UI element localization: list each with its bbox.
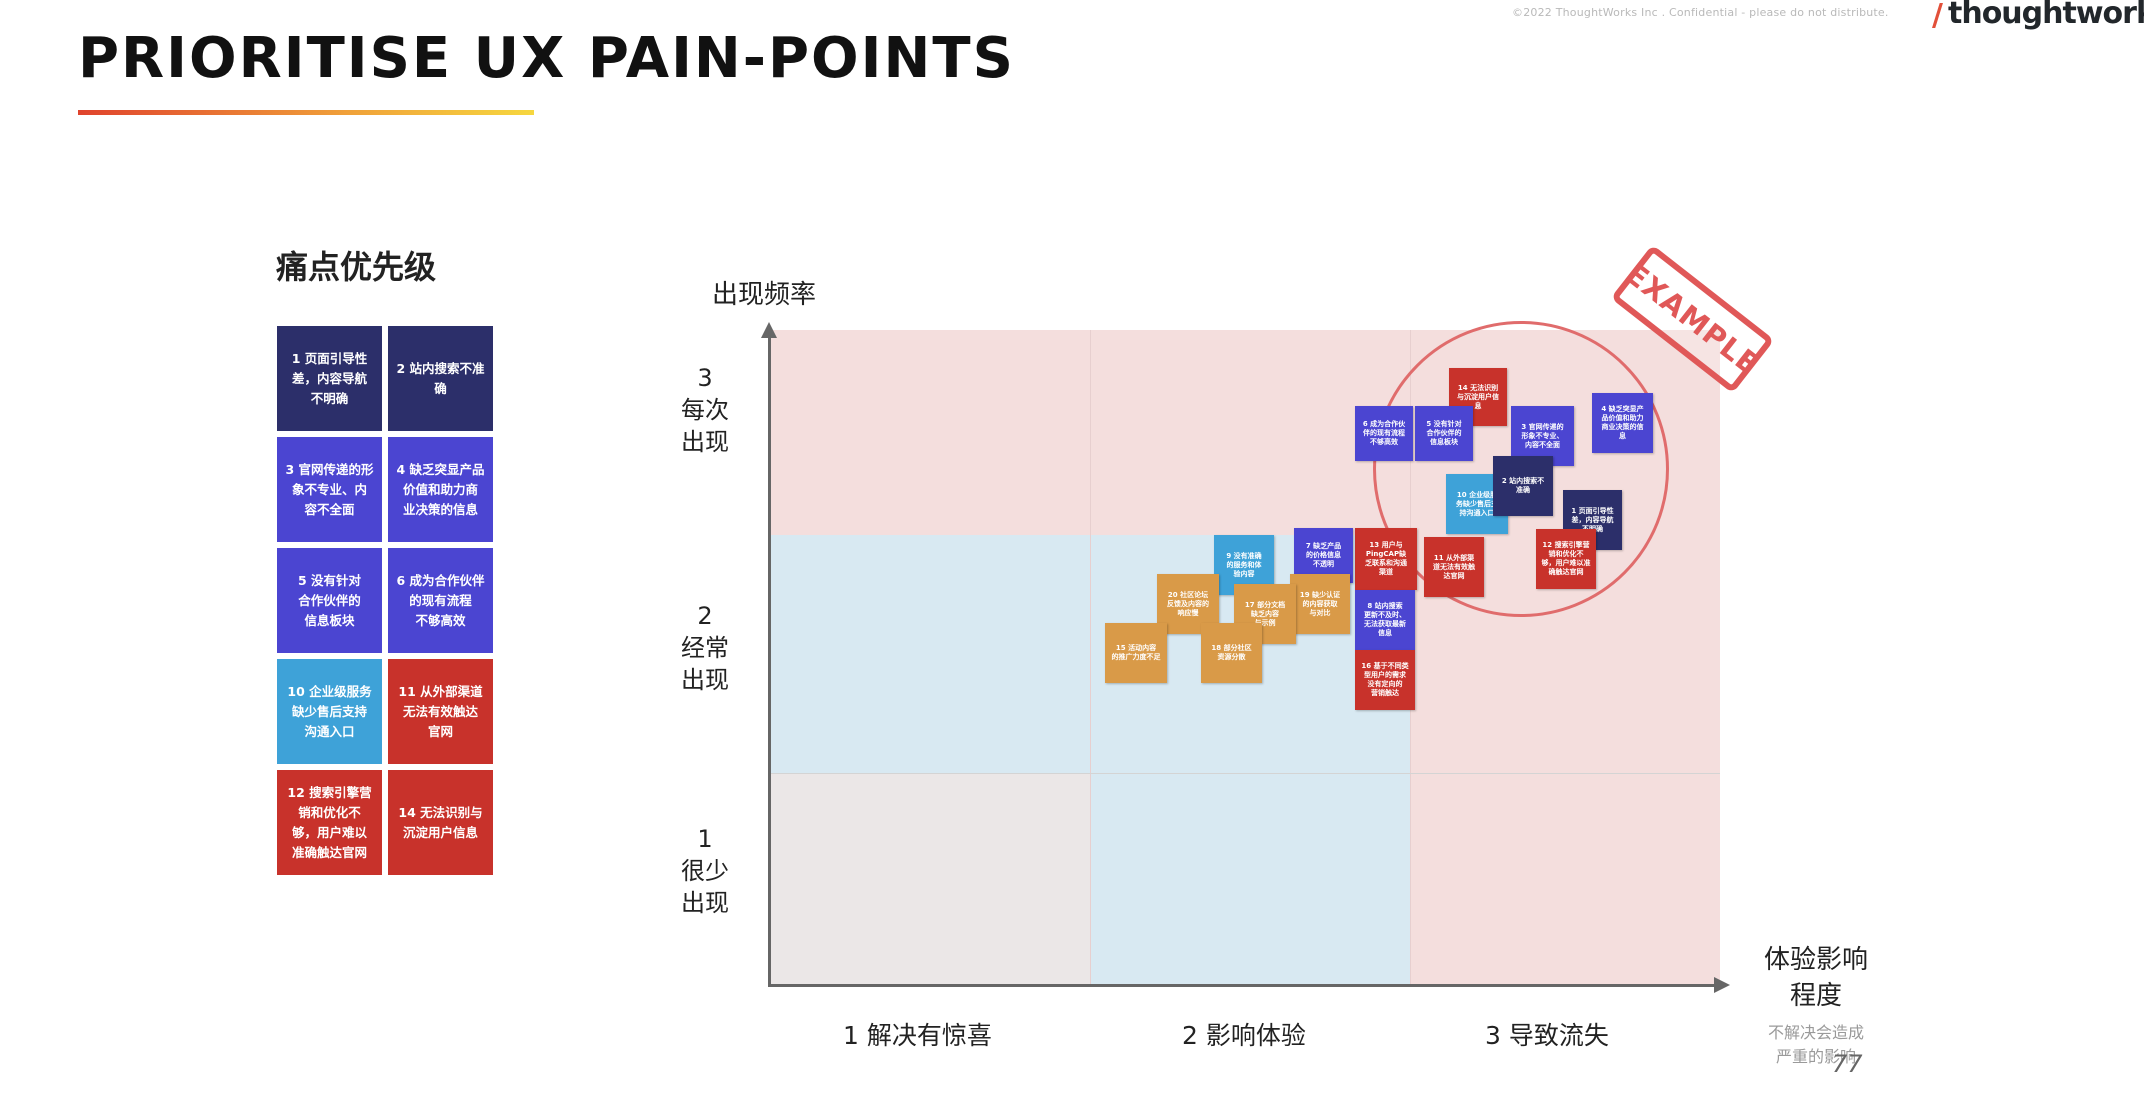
pain-point-note-text: 1 页面引导性 差，内容导航 不明确 <box>1571 506 1614 533</box>
title-underline <box>78 110 534 115</box>
legend-card: 2 站内搜索不准 确 <box>388 326 493 431</box>
pain-point-note-text: 20 社区论坛 反馈及内容的 响应慢 <box>1167 590 1209 617</box>
priority-highlight-circle <box>1373 321 1669 617</box>
pain-point-note: 13 用户与 PingCAP缺 乏联系和沟通 渠道 <box>1355 528 1417 590</box>
pain-point-note-text: 12 搜索引擎营 销和优化不 够，用户难以准 确触达官网 <box>1541 541 1591 576</box>
pain-point-note-text: 14 无法识别 与沉淀用户信 息 <box>1457 383 1499 410</box>
zone-low-frequency-high-impact <box>1410 773 1720 985</box>
y-level-3: 3 每次 出现 <box>681 364 729 456</box>
pain-point-note: 2 站内搜索不 准确 <box>1493 456 1553 516</box>
brand-logo-slash: / <box>1932 0 1943 33</box>
x-axis-arrow-icon <box>1714 977 1730 993</box>
pain-point-note-text: 17 部分文档 缺乏内容 与示例 <box>1244 600 1286 627</box>
legend-card: 11 从外部渠道 无法有效触达 官网 <box>388 659 493 764</box>
pain-point-note-text: 2 站内搜索不 准确 <box>1501 477 1545 494</box>
pain-point-note-text: 3 官网传递的 形象不专业、 内容不全面 <box>1521 422 1564 449</box>
pain-point-note-text: 11 从外部渠 道无法有效触 达官网 <box>1433 553 1475 580</box>
pain-point-note: 11 从外部渠 道无法有效触 达官网 <box>1424 537 1484 597</box>
page-title: PRIORITISE UX PAIN-POINTS <box>78 26 1015 91</box>
grid-line-vertical-1 <box>1090 330 1091 985</box>
x-axis-subtitle: 不解决会造成 严重的影响 <box>1767 1023 1864 1066</box>
page-number: 77 <box>1832 1050 1863 1078</box>
legend-card: 14 无法识别与 沉淀用户信息 <box>388 770 493 875</box>
x-level-1: 1 解决有惊喜 <box>843 1021 992 1050</box>
pain-point-note-text: 8 站内搜索 更新不及时、 无法获取最新 信息 <box>1364 602 1406 637</box>
legend-card: 4 缺乏突显产品 价值和助力商 业决策的信息 <box>388 437 493 542</box>
pain-point-note: 6 成为合作伙 伴的现有流程 不够高效 <box>1355 406 1413 461</box>
x-axis-title: 体验影响 程度 <box>1763 945 1868 1011</box>
legend-card: 12 搜索引擎营 销和优化不 够，用户难以 准确触达官网 <box>277 770 382 875</box>
legend-card: 10 企业级服务 缺少售后支持 沟通入口 <box>277 659 382 764</box>
pain-point-note-text: 6 成为合作伙 伴的现有流程 不够高效 <box>1362 420 1406 446</box>
pain-point-note: 16 基于不同类 型用户的需求 没有定向的 营销触达 <box>1355 650 1415 710</box>
pain-point-note-text: 5 没有针对 合作伙伴的 信息板块 <box>1426 420 1462 446</box>
grid-line-horizontal <box>770 773 1720 774</box>
y-axis-title: 出现频率 <box>712 280 817 310</box>
pain-point-note: 5 没有针对 合作伙伴的 信息板块 <box>1415 406 1473 461</box>
legend-card: 1 页面引导性 差，内容导航 不明确 <box>277 326 382 431</box>
x-level-3: 3 导致流失 <box>1485 1021 1609 1050</box>
legend-card: 3 官网传递的形 象不专业、内 容不全面 <box>277 437 382 542</box>
y-level-1: 1 很少 出现 <box>681 825 729 917</box>
pain-point-note: 12 搜索引擎营 销和优化不 够，用户难以准 确触达官网 <box>1536 529 1596 589</box>
y-axis-arrow-icon <box>761 322 777 338</box>
pain-point-note-text: 15 活动内容 的推广力度不足 <box>1111 644 1161 661</box>
pain-point-note-text: 7 缺乏产品 的价格信息 不透明 <box>1305 542 1342 568</box>
pain-point-note: 15 活动内容 的推广力度不足 <box>1105 623 1167 683</box>
pain-point-note-text: 10 企业级服 务缺少售后支 持沟通入口 <box>1456 490 1498 517</box>
pain-point-note-text: 9 没有准确 的服务和体 验内容 <box>1226 551 1262 578</box>
pain-point-note-text: 18 部分社区 资源分散 <box>1211 644 1252 661</box>
pain-point-note-text: 4 缺乏突显产 品价值和助力 商业决策的信 息 <box>1601 405 1644 440</box>
pain-point-note-text: 13 用户与 PingCAP缺 乏联系和沟通 渠道 <box>1365 541 1407 576</box>
x-level-2: 2 影响体验 <box>1182 1021 1306 1050</box>
zone-low-frequency-low-impact <box>770 773 1090 985</box>
x-axis-line <box>768 984 1718 987</box>
pain-point-note: 18 部分社区 资源分散 <box>1201 623 1262 683</box>
legend-card: 6 成为合作伙伴 的现有流程 不够高效 <box>388 548 493 653</box>
pain-point-note: 1 页面引导性 差，内容导航 不明确 <box>1563 490 1622 550</box>
legend-title: 痛点优先级 <box>276 248 437 286</box>
pain-point-note: 7 缺乏产品 的价格信息 不透明 <box>1294 528 1353 583</box>
pain-point-note-text: 16 基于不同类 型用户的需求 没有定向的 营销触达 <box>1361 662 1409 697</box>
legend-card: 5 没有针对 合作伙伴的 信息板块 <box>277 548 382 653</box>
brand-logo: thoughtworks <box>1948 0 2144 31</box>
copyright-notice: ©2022 ThoughtWorks Inc . Confidential - … <box>1512 6 1889 19</box>
pain-point-note: 19 缺少认证 的内容获取 与对比 <box>1290 574 1350 634</box>
pain-point-note-text: 19 缺少认证 的内容获取 与对比 <box>1299 590 1341 617</box>
y-axis-line <box>768 330 771 987</box>
pain-point-note: 20 社区论坛 反馈及内容的 响应慢 <box>1157 574 1219 634</box>
y-level-2: 2 经常 出现 <box>681 602 729 694</box>
pain-point-note: 8 站内搜索 更新不及时、 无法获取最新 信息 <box>1355 590 1415 650</box>
pain-point-note: 4 缺乏突显产 品价值和助力 商业决策的信 息 <box>1592 393 1653 453</box>
zone-low-frequency-medium-impact <box>1090 773 1410 985</box>
